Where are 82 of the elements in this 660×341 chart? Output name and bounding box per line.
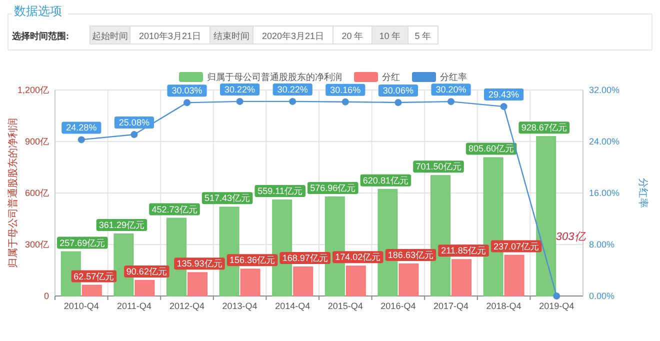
data-label: 90.62亿元 [126, 266, 167, 276]
x-tick-label: 2011-Q4 [117, 301, 152, 311]
data-label: 237.07亿元 [494, 241, 540, 252]
y2-tick-label: 0.00% [589, 291, 615, 301]
point [500, 103, 508, 110]
data-label: 30.22% [224, 84, 256, 94]
y2-axis-title: 分红率 [637, 178, 649, 208]
bar [134, 280, 155, 296]
point [184, 99, 190, 106]
y2-tick-label: 16.00% [589, 188, 620, 198]
data-label: 25.08% [118, 118, 150, 128]
x-tick-label: 2016-Q4 [380, 301, 416, 311]
data-label: 62.57亿元 [74, 271, 114, 282]
chart-title: 数据选项 [14, 4, 62, 18]
data-label: 576.96亿元 [310, 182, 356, 193]
data-label: 928.67亿元 [521, 122, 567, 133]
data-label: 701.50亿元 [416, 162, 462, 172]
bar [82, 284, 102, 296]
bar [504, 254, 524, 296]
annotation: 303亿 [556, 230, 586, 243]
data-label: 30.20% [436, 84, 466, 95]
text: 选择时间范围: [11, 31, 69, 41]
x-tick-label: 2018-Q4 [486, 301, 522, 311]
y-axis-title: 归属于母公司普通股股东的净利润 [7, 118, 19, 268]
x-tick-label: 2010-Q4 [64, 301, 99, 311]
data-label: 156.36亿元 [230, 255, 276, 266]
text: 2020年3月21日 [262, 31, 324, 41]
point [130, 131, 138, 138]
point [289, 98, 296, 105]
data-label: 620.81亿元 [362, 175, 408, 186]
legend-label: 分红 [382, 72, 400, 82]
point [236, 98, 244, 105]
point [553, 292, 560, 300]
bar [398, 263, 419, 296]
data-label: 805.60亿元 [468, 144, 514, 154]
x-tick-label: 2017-Q4 [433, 301, 469, 311]
point [78, 136, 85, 144]
data-label: 24.28% [66, 122, 97, 133]
y2-tick-label: 24.00% [589, 136, 620, 146]
text: 起始时间 [92, 31, 128, 41]
data-label: 257.69亿元 [60, 238, 106, 248]
x-tick-label: 2015-Q4 [328, 301, 363, 311]
text: 20 年 [342, 31, 364, 41]
data-label: 135.93亿元 [176, 258, 222, 269]
legend-label: 归属于母公司普通股股东的净利润 [207, 72, 342, 82]
data-label: 174.02亿元 [335, 252, 381, 262]
bar [346, 266, 366, 296]
y-tick-label: 0 [44, 291, 49, 301]
data-label: 452.73亿元 [152, 204, 198, 214]
bar [293, 266, 314, 296]
data-label: 30.03% [172, 86, 202, 96]
y2-tick-label: 8.00% [589, 240, 615, 250]
data-label: 30.16% [330, 84, 361, 95]
y-tick-label: 300亿 [24, 240, 49, 250]
text: 结束时间 [214, 31, 250, 41]
bar [240, 268, 260, 296]
x-tick-label: 2019-Q4 [539, 301, 574, 311]
data-label: 30.06% [382, 85, 414, 96]
data-label: 517.43亿元 [204, 193, 250, 204]
text: 5 年 [414, 31, 432, 41]
x-tick-label: 2014-Q4 [275, 301, 310, 311]
y-tick-label: 600亿 [24, 188, 49, 198]
data-label: 211.85亿元 [441, 246, 486, 256]
data-label: 29.43% [488, 90, 520, 100]
x-tick-label: 2013-Q4 [222, 301, 258, 311]
x-tick-label: 2012-Q4 [169, 301, 205, 311]
bar [188, 272, 208, 296]
bar [452, 259, 472, 296]
data-label: 361.29亿元 [98, 220, 144, 230]
legend-label: 分红率 [440, 72, 467, 82]
text: 2010年3月21日 [138, 31, 202, 41]
data-label: 559.11亿元 [258, 186, 303, 196]
text: 10 年 [379, 31, 401, 41]
point [448, 98, 454, 106]
point [394, 98, 402, 106]
data-label: 186.63亿元 [388, 250, 434, 260]
point [342, 98, 349, 106]
data-label: 30.22% [277, 84, 308, 94]
y-tick-label: 900亿 [24, 136, 49, 146]
y2-tick-label: 32.00% [589, 85, 620, 95]
y-tick-label: 1,200亿 [17, 85, 49, 95]
data-label: 168.97亿元 [282, 252, 328, 263]
